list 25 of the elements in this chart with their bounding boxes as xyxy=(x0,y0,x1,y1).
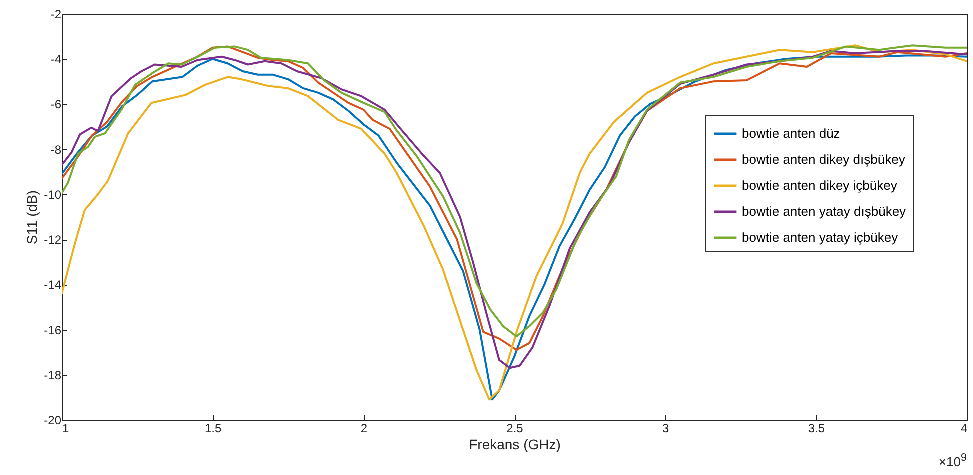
x-tick-label: 3 xyxy=(662,422,670,436)
x-tick-label: 2.5 xyxy=(506,422,524,436)
legend-label: bowtie anten yatay dışbükey xyxy=(742,204,907,219)
x-tick-label: 4 xyxy=(960,422,968,436)
y-tick-label: -4 xyxy=(50,52,62,67)
y-tick-label: -2 xyxy=(50,8,62,22)
x-tick-label: 3.5 xyxy=(808,422,826,436)
x-axis-title: Frekans (GHz) xyxy=(469,436,561,452)
y-tick-label: -20 xyxy=(44,414,62,428)
y-tick-label: -14 xyxy=(44,278,62,292)
y-tick-label: -18 xyxy=(44,368,62,382)
y-tick-label: -6 xyxy=(50,98,62,112)
y-tick-label: -8 xyxy=(50,142,62,157)
y-tick-label: -12 xyxy=(44,233,62,248)
legend-label: bowtie anten dikey içbükey xyxy=(742,178,898,193)
legend-label: bowtie anten düz xyxy=(742,126,840,141)
legend-label: bowtie anten dikey dışbükey xyxy=(742,152,906,167)
x-tick-label: 1.5 xyxy=(204,422,222,436)
y-tick-label: -10 xyxy=(44,188,62,202)
x-tick-label: 2 xyxy=(360,422,368,436)
text: ×10$^{9}$ xyxy=(938,452,967,470)
y-tick-label: -16 xyxy=(44,323,62,338)
y-axis-title: S11 (dB) xyxy=(24,190,40,245)
legend-label: bowtie anten yatay içbükey xyxy=(742,230,899,245)
x-tick-label: 1 xyxy=(62,422,70,436)
